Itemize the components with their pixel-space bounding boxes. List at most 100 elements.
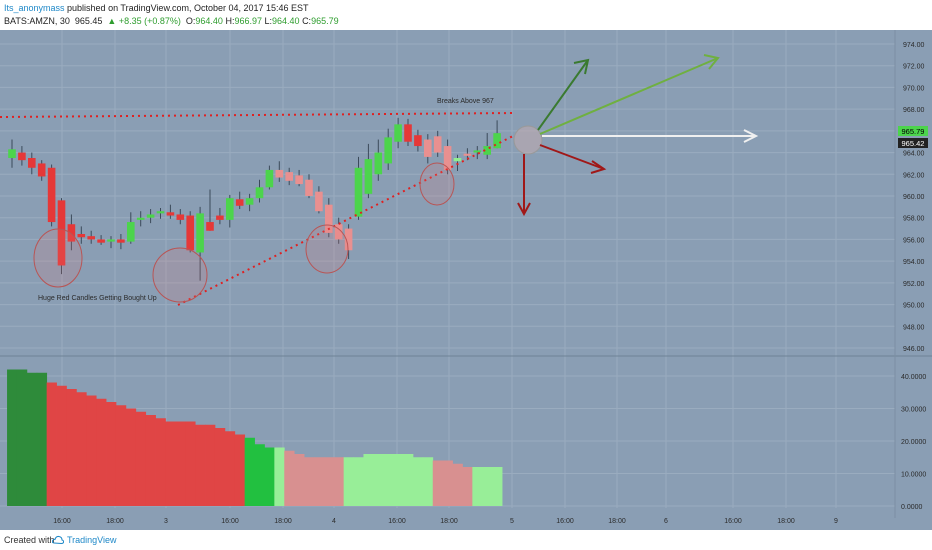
candle-body (404, 124, 412, 142)
candle-body (107, 239, 115, 242)
arrow-up-steep[interactable] (537, 59, 589, 131)
arrow-down-shallow[interactable] (539, 144, 605, 170)
arrow-sideways-head (743, 129, 759, 143)
volume-tick-label: 30.0000 (901, 407, 926, 414)
volume-bar (284, 450, 295, 506)
candle-body (245, 198, 254, 205)
low-label: L: (264, 16, 273, 26)
candle-body (176, 214, 185, 220)
publish-info: Its_anonymass published on TradingView.c… (4, 3, 309, 13)
candle-body (443, 146, 452, 170)
volume-axis[interactable]: 40.0000 30.0000 20.0000 10.0000 0.0000 (901, 374, 926, 511)
time-tick-label: 18:00 (608, 518, 626, 525)
chart-header: Its_anonymass published on TradingView.c… (0, 0, 932, 30)
volume-bar (125, 408, 137, 506)
time-axis[interactable]: 16:00 18:00 3 16:00 18:00 4 16:00 18:00 5 16:00 18… (53, 518, 838, 525)
candle-body (463, 153, 472, 156)
volume-bar (76, 392, 87, 506)
price-badge-lower (898, 138, 928, 148)
resistance-line[interactable] (0, 112, 516, 118)
price-tick-label: 956.00 (903, 237, 925, 244)
candle-body (295, 175, 303, 185)
time-tick-label: 16:00 (724, 518, 742, 525)
volume-bars (7, 369, 503, 506)
candle-body (37, 163, 46, 177)
close-label: C: (302, 16, 312, 26)
created-with-text: Created with (4, 535, 55, 545)
volume-bar (175, 421, 186, 506)
volume-bar (472, 467, 483, 506)
highlight-ellipse-4[interactable] (419, 162, 455, 206)
volume-bar (56, 385, 67, 506)
tradingview-brand-link[interactable]: TradingView (67, 535, 117, 545)
volume-bar (26, 372, 38, 506)
volume-bar (432, 460, 444, 506)
candle-body (315, 191, 323, 212)
candle-body (28, 158, 36, 168)
volume-bar (7, 369, 18, 506)
author-link[interactable]: Its_anonymass (4, 3, 65, 13)
change-value: ▲ +8.35 (+0.87%) (107, 16, 181, 26)
price-badge-upper-text: 965.79 (902, 127, 925, 136)
price-tick-label: 954.00 (903, 259, 925, 266)
volume-bar (294, 454, 305, 506)
candle-body (8, 149, 16, 158)
price-tick-label: 950.00 (903, 303, 925, 310)
high-value: 966.97 (234, 16, 262, 26)
highlight-ellipse-3[interactable] (305, 224, 349, 274)
candle-body (374, 152, 383, 175)
price-tick-label: 974.00 (903, 42, 925, 49)
volume-bar (442, 460, 453, 506)
candle-body (67, 224, 76, 242)
tradingview-cloud-icon (52, 535, 64, 545)
candle-body (305, 179, 313, 196)
chart-canvas[interactable]: 974.00972.00970.00968.00966.00964.00962.… (0, 30, 932, 530)
volume-bar (36, 372, 48, 506)
price-axis[interactable]: 974.00972.00970.00968.00966.00964.00962.… (903, 42, 925, 353)
volume-bar (205, 424, 216, 506)
huge-red-annotation[interactable]: Huge Red Candles Getting Bought Up (38, 295, 157, 302)
candle-body (473, 150, 482, 153)
time-tick-label: 18:00 (777, 518, 795, 525)
volume-bar (343, 457, 354, 506)
volume-bar (115, 405, 127, 506)
volume-bar (403, 454, 414, 506)
candle-body (57, 200, 66, 266)
price-tick-label: 948.00 (903, 324, 925, 331)
candle-body (166, 212, 175, 216)
candle-body (275, 169, 284, 178)
volume-bar (254, 444, 265, 506)
arrow-up-shallow-head (703, 54, 720, 70)
volume-bar (323, 457, 335, 506)
candle-body (87, 236, 95, 240)
volume-bar (383, 454, 394, 506)
price-tick-label: 968.00 (903, 107, 925, 114)
highlight-ellipse-2[interactable] (152, 247, 208, 303)
candle-body (186, 215, 194, 251)
candle-body (424, 139, 432, 157)
breaks-annotation[interactable]: Breaks Above 967 (437, 98, 494, 105)
volume-bar (46, 382, 57, 506)
candles (8, 117, 501, 281)
volume-tick-label: 40.0000 (901, 374, 926, 381)
candle-body (453, 158, 462, 162)
time-tick-label: 6 (664, 518, 668, 525)
close-value: 965.79 (311, 16, 339, 26)
arrow-down-shallow-head (590, 160, 607, 174)
candle-body (285, 172, 293, 181)
candle-body (394, 124, 402, 142)
candle-body (18, 152, 26, 161)
candle-body (136, 217, 145, 220)
arrow-up-shallow[interactable] (539, 57, 719, 135)
time-tick-label: 16:00 (556, 518, 574, 525)
candle-body (117, 239, 125, 243)
candle-body (344, 228, 353, 251)
highlight-ellipse-1[interactable] (33, 228, 83, 288)
drawings[interactable]: Breaks Above 967 Huge Red Candles Gettin… (0, 54, 759, 306)
open-value: 964.40 (195, 16, 223, 26)
candle-body (433, 136, 442, 153)
volume-bar (313, 457, 325, 506)
candle-body (156, 211, 165, 214)
pivot-circle[interactable] (513, 125, 543, 155)
volume-bar (234, 434, 246, 506)
